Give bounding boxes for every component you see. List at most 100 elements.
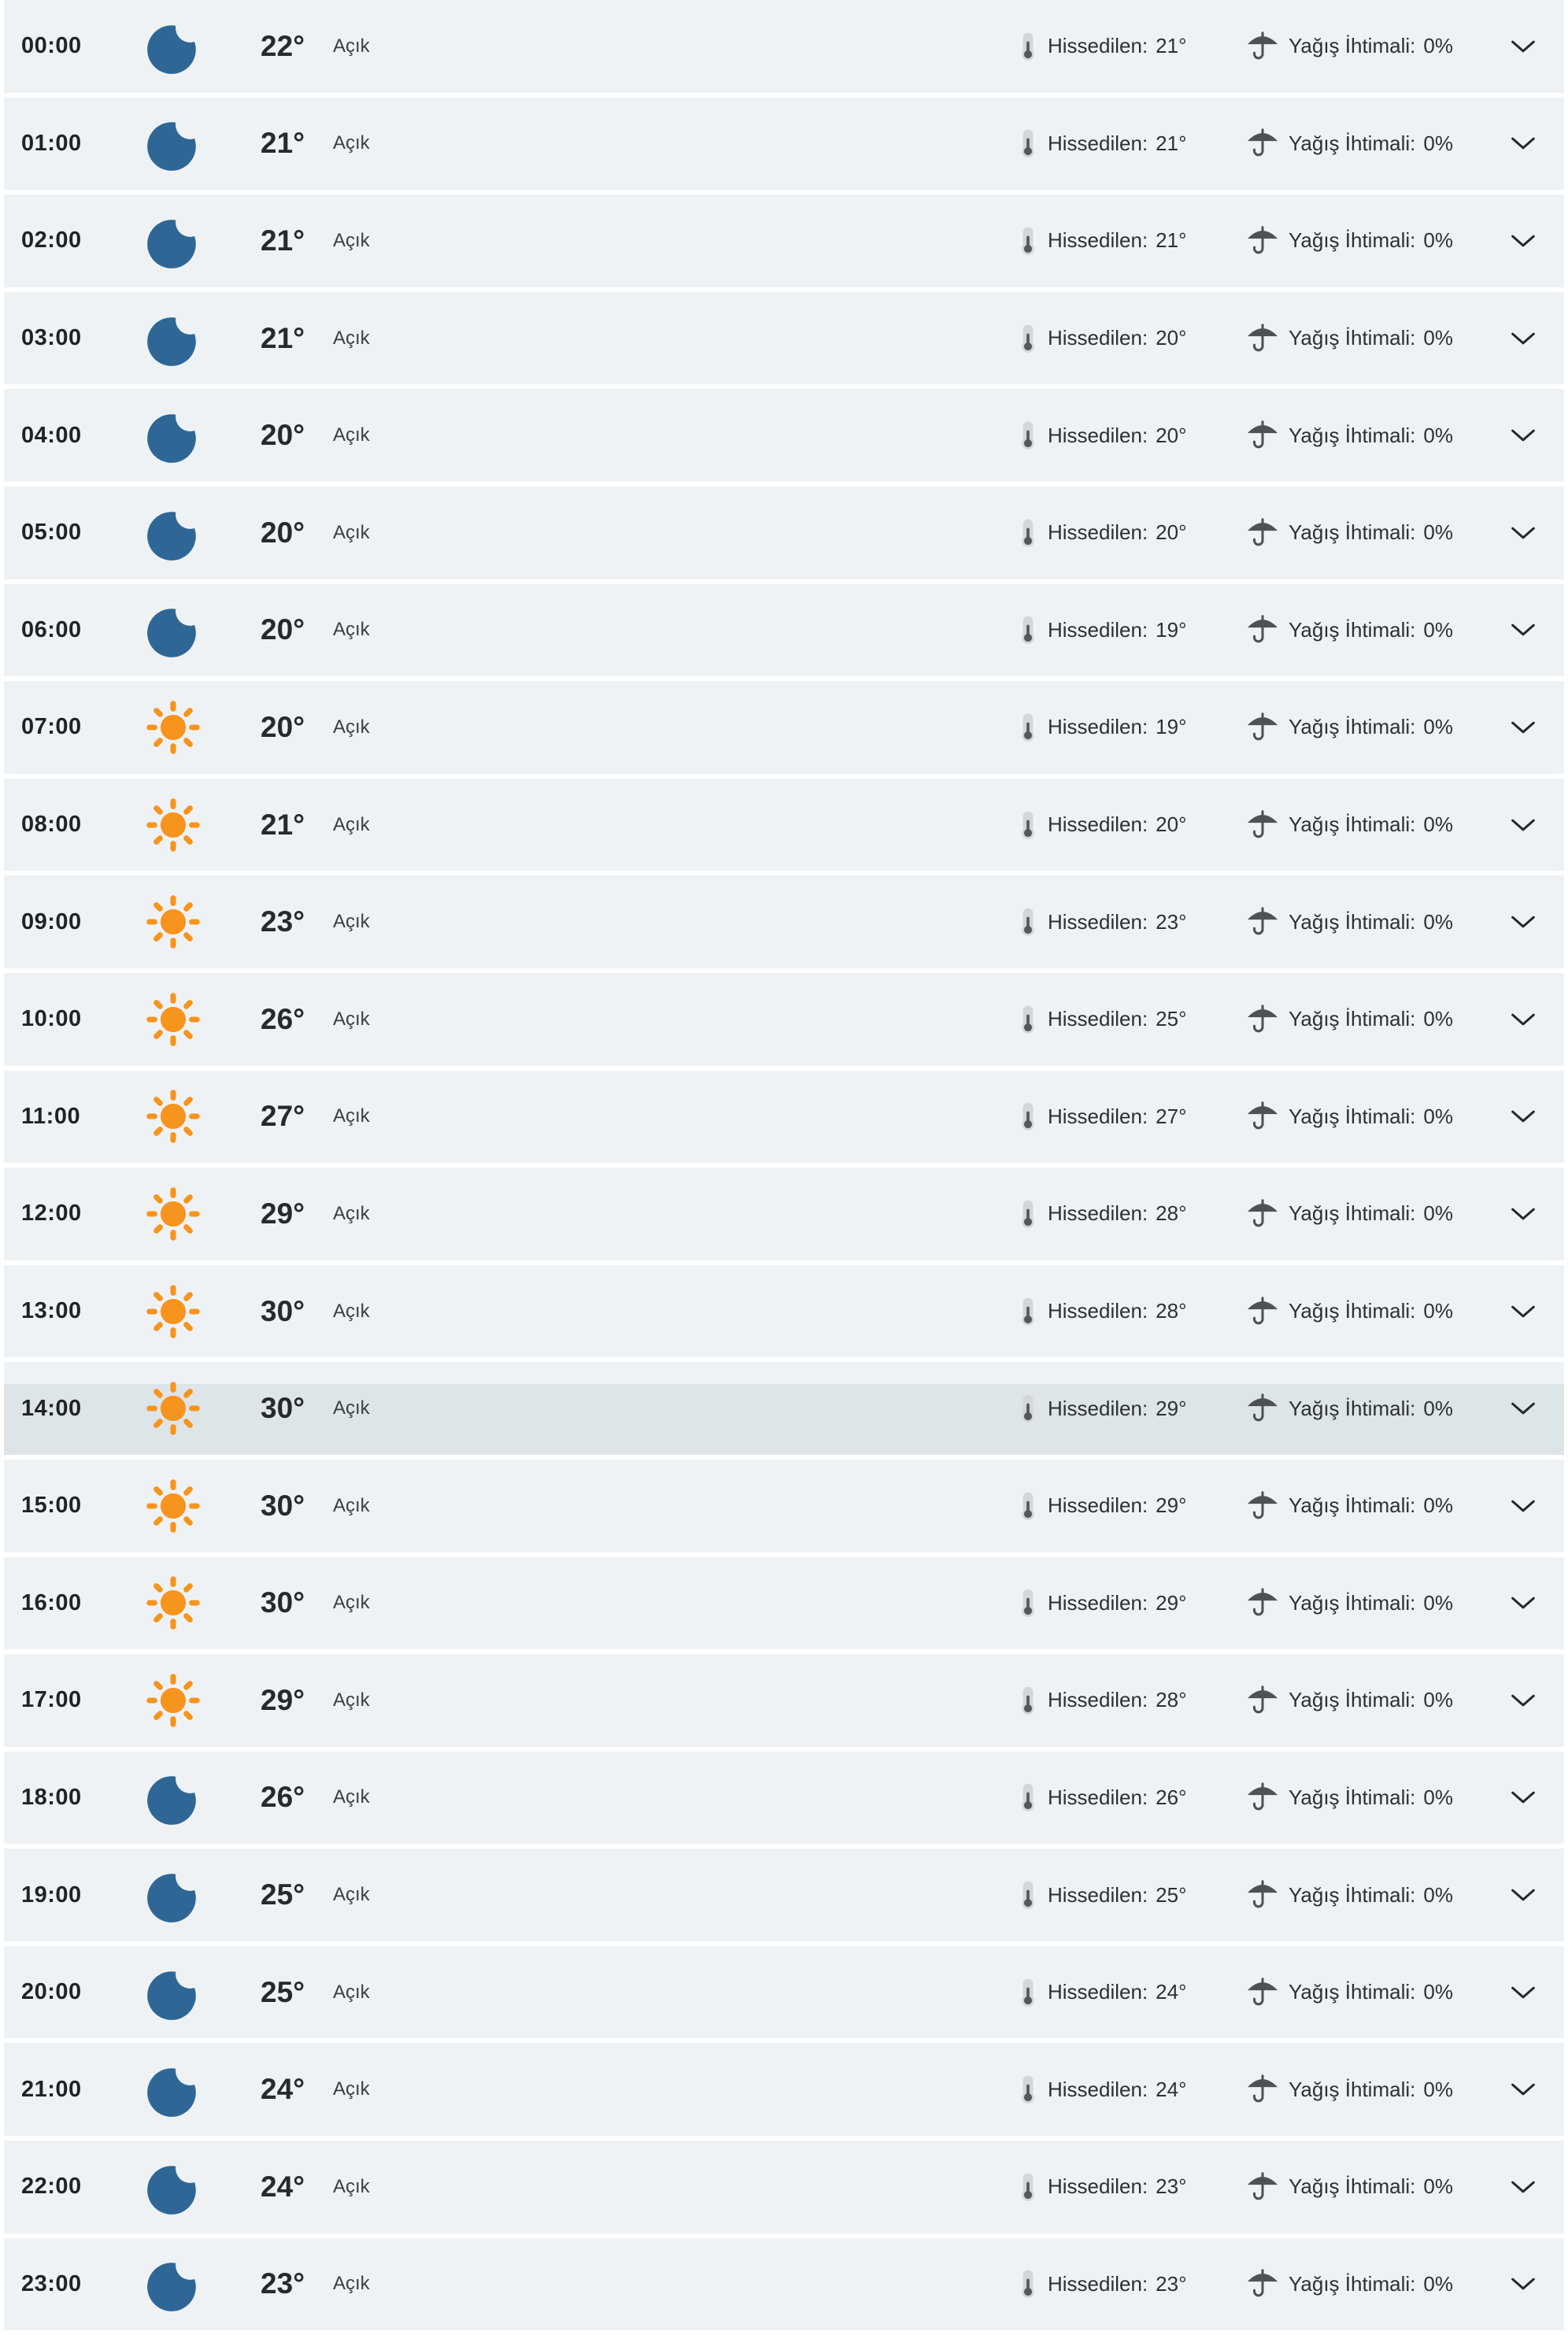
expand-row-button[interactable] <box>1482 1168 1564 1260</box>
precipitation-group: Yağış İhtimali: 0% <box>1246 1587 1482 1619</box>
hourly-forecast-row[interactable]: 01:00 21° Açık <box>4 97 1564 191</box>
umbrella-icon <box>1247 2269 1278 2297</box>
precipitation-label: Yağış İhtimali: <box>1289 1590 1416 1615</box>
feels-like-label: Hissedilen: <box>1048 1104 1148 1128</box>
hourly-forecast-row[interactable]: 10:00 26° Açık <box>4 972 1564 1066</box>
time-label: 22:00 <box>21 2174 82 2200</box>
feels-like-group: Hissedilen: 27° <box>1019 1101 1240 1131</box>
expand-row-button[interactable] <box>1482 584 1564 677</box>
weather-icon-box <box>130 1866 216 1924</box>
condition-label: Açık <box>333 1981 370 2003</box>
expand-row-button[interactable] <box>1482 194 1564 287</box>
feels-like-value: 19° <box>1156 715 1187 739</box>
hourly-forecast-row[interactable]: 00:00 22° Açık <box>4 0 1564 93</box>
hourly-forecast-row[interactable]: 14:00 30° Açık <box>4 1362 1564 1455</box>
feels-like-group: Hissedilen: 19° <box>1019 712 1240 742</box>
expand-row-button[interactable] <box>1482 98 1564 191</box>
umbrella-icon <box>1247 420 1278 449</box>
hourly-forecast-row[interactable]: 05:00 20° Açık <box>4 486 1564 579</box>
umbrella-icon <box>1247 2074 1278 2103</box>
hourly-forecast-row[interactable]: 13:00 30° Açık <box>4 1264 1564 1358</box>
hourly-forecast-row[interactable]: 23:00 23° Açık <box>4 2237 1564 2331</box>
hourly-forecast-row[interactable]: 11:00 27° Açık <box>4 1070 1564 1164</box>
umbrella-icon <box>1247 1588 1278 1616</box>
precipitation-label: Yağış İhtimali: <box>1289 812 1416 837</box>
time-label: 15:00 <box>21 1493 82 1519</box>
expand-row-button[interactable] <box>1482 875 1564 968</box>
expand-row-button[interactable] <box>1482 1946 1564 2039</box>
feels-like-group: Hissedilen: 23° <box>1019 2269 1240 2299</box>
umbrella-icon <box>1247 226 1278 254</box>
feels-like-group: Hissedilen: 20° <box>1019 810 1240 840</box>
umbrella-icon <box>1247 1005 1278 1032</box>
temperature-value: 30° <box>261 1392 305 1425</box>
expand-row-button[interactable] <box>1482 292 1564 385</box>
expand-row-button[interactable] <box>1482 1071 1564 1164</box>
hourly-forecast-row[interactable]: 18:00 26° Açık <box>4 1751 1564 1845</box>
thermometer-icon <box>1022 1978 1034 2007</box>
hourly-forecast-row[interactable]: 19:00 25° Açık <box>4 1848 1564 1941</box>
expand-row-button[interactable] <box>1482 1654 1564 1747</box>
feels-like-value: 23° <box>1156 2174 1187 2199</box>
hourly-forecast-row[interactable]: 15:00 30° Açık <box>4 1459 1564 1552</box>
temperature-value: 29° <box>261 1683 305 1716</box>
precipitation-label: Yağış İhtimali: <box>1289 1493 1416 1518</box>
expand-row-button[interactable] <box>1482 1460 1564 1552</box>
precipitation-value: 0% <box>1423 1299 1453 1323</box>
condition-label: Açık <box>333 2175 370 2197</box>
chevron-down-icon <box>1511 1597 1535 1609</box>
hourly-forecast-row[interactable]: 17:00 29° Açık <box>4 1654 1564 1747</box>
hourly-forecast-row[interactable]: 21:00 24° Açık <box>4 2043 1564 2137</box>
expand-row-button[interactable] <box>1482 1265 1564 1358</box>
hourly-forecast-row[interactable]: 06:00 20° Açık <box>4 583 1564 677</box>
expand-row-button[interactable] <box>1482 1362 1564 1455</box>
hourly-forecast-row[interactable]: 09:00 23° Açık <box>4 875 1564 968</box>
expand-row-button[interactable] <box>1482 0 1564 93</box>
hourly-forecast-row[interactable]: 04:00 20° Açık <box>4 389 1564 482</box>
moon-icon <box>147 609 196 658</box>
feels-like-value: 26° <box>1156 1785 1187 1809</box>
chevron-down-icon <box>1511 721 1535 734</box>
expand-row-button[interactable] <box>1482 1848 1564 1941</box>
hourly-forecast-row[interactable]: 03:00 21° Açık <box>4 291 1564 385</box>
chevron-down-icon <box>1511 1792 1535 1804</box>
hourly-forecast-row[interactable]: 22:00 24° Açık <box>4 2141 1564 2233</box>
precipitation-value: 0% <box>1423 1493 1453 1518</box>
weather-icon-box <box>130 797 216 852</box>
feels-like-label: Hissedilen: <box>1048 617 1148 642</box>
expand-row-button[interactable] <box>1482 1557 1564 1650</box>
expand-row-button[interactable] <box>1482 779 1564 871</box>
hourly-forecast-row[interactable]: 02:00 21° Açık <box>4 194 1564 287</box>
expand-row-button[interactable] <box>1482 2043 1564 2136</box>
chevron-down-icon <box>1511 1986 1535 1999</box>
time-label: 14:00 <box>21 1395 82 1421</box>
expand-row-button[interactable] <box>1482 487 1564 579</box>
sun-icon <box>146 1674 200 1727</box>
weather-icon-box <box>130 895 216 949</box>
hourly-forecast-row[interactable]: 16:00 30° Açık <box>4 1556 1564 1650</box>
chevron-down-icon <box>1511 40 1535 53</box>
expand-row-button[interactable] <box>1482 389 1564 482</box>
expand-row-button[interactable] <box>1482 681 1564 774</box>
thermometer-icon <box>1022 32 1034 61</box>
weather-icon-box <box>130 1187 216 1241</box>
chevron-down-icon <box>1511 1208 1535 1220</box>
condition-label: Açık <box>333 327 370 349</box>
sun-icon <box>146 1382 200 1435</box>
precipitation-group: Yağış İhtimali: 0% <box>1246 1004 1482 1035</box>
precipitation-label: Yağış İhtimali: <box>1289 2077 1416 2101</box>
expand-row-button[interactable] <box>1482 2141 1564 2233</box>
temperature-value: 22° <box>261 29 305 62</box>
expand-row-button[interactable] <box>1482 973 1564 1066</box>
sun-icon <box>146 701 200 754</box>
expand-row-button[interactable] <box>1482 2238 1564 2331</box>
hourly-forecast-row[interactable]: 08:00 21° Açık <box>4 778 1564 871</box>
feels-like-value: 20° <box>1156 520 1187 545</box>
expand-row-button[interactable] <box>1482 1752 1564 1845</box>
hourly-forecast-row[interactable]: 07:00 20° Açık <box>4 681 1564 774</box>
hourly-forecast-row[interactable]: 20:00 25° Açık <box>4 1945 1564 2039</box>
thermometer-icon <box>1022 1881 1034 1909</box>
thermometer-icon <box>1022 324 1034 353</box>
hourly-forecast-row[interactable]: 12:00 29° Açık <box>4 1168 1564 1260</box>
precipitation-group: Yağış İhtimali: 0% <box>1246 1198 1482 1230</box>
